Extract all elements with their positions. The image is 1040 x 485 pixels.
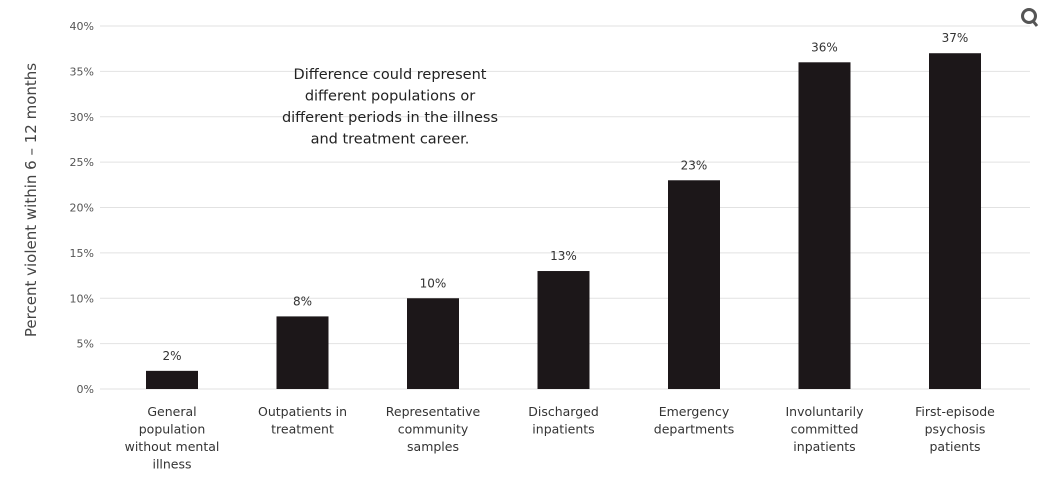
- y-tick-label: 5%: [77, 338, 94, 351]
- y-tick-label: 0%: [77, 383, 94, 396]
- category-label: Involuntarily committed inpatients: [785, 404, 864, 454]
- y-tick-label: 30%: [70, 111, 94, 124]
- data-label: 8%: [293, 294, 312, 308]
- data-labels: 2% 8% 10% 13% 23% 36% 37%: [162, 31, 968, 363]
- data-label: 13%: [550, 249, 577, 263]
- gridlines: [100, 25, 1030, 390]
- category-label: Outpatients in treatment: [258, 404, 347, 437]
- bars: [146, 53, 981, 390]
- category-labels: General population without mental illness Ou…: [125, 404, 996, 472]
- bar: [668, 180, 720, 389]
- category-label: General population without mental illness: [125, 404, 220, 472]
- search-icon: [1021, 8, 1039, 27]
- y-axis-ticks: 0% 5% 10% 15% 20% 25% 30% 35% 40%: [70, 20, 94, 396]
- data-label: 37%: [942, 31, 969, 45]
- y-tick-label: 20%: [70, 202, 94, 215]
- y-tick-label: 15%: [70, 247, 94, 260]
- bar: [798, 62, 851, 390]
- y-tick-label: 35%: [70, 65, 94, 78]
- y-axis-label: Percent violent within 6 – 12 months: [22, 63, 40, 337]
- bar: [537, 271, 590, 389]
- data-label: 2%: [162, 349, 181, 363]
- category-label: Representative community samples: [386, 404, 481, 454]
- bar: [407, 298, 459, 389]
- y-tick-label: 25%: [70, 156, 94, 169]
- bar: [929, 53, 981, 389]
- y-tick-label: 10%: [70, 292, 94, 305]
- category-label: First-episode psychosis patients: [915, 404, 995, 454]
- category-label: Discharged inpatients: [528, 404, 599, 437]
- annotation-text: Difference could represent different popu…: [282, 67, 498, 148]
- y-tick-label: 40%: [70, 20, 94, 33]
- annotation-text-block: Difference could represent different popu…: [282, 67, 498, 148]
- data-label: 36%: [811, 40, 838, 54]
- data-label: 10%: [420, 276, 447, 290]
- category-label: Emergency departments: [654, 404, 734, 437]
- bar: [146, 370, 198, 389]
- bar: [276, 316, 329, 389]
- data-label: 23%: [681, 158, 708, 172]
